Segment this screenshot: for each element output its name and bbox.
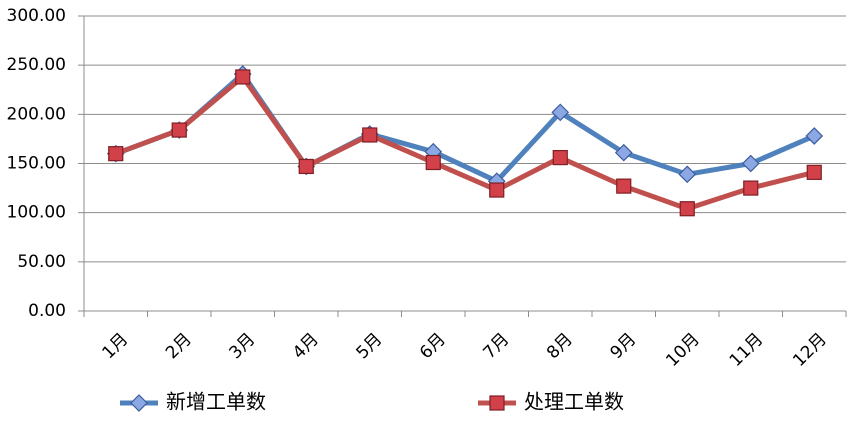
y-axis-tick-labels: 0.00 50.00 100.00 150.00 200.00 250.00 300.00: [7, 6, 66, 321]
y-tick-label: 250.00: [7, 55, 66, 75]
x-tick-label: 9月: [606, 329, 640, 363]
gridlines: [84, 15, 846, 263]
legend-label: 处理工单数: [524, 390, 624, 414]
legend-marker: [130, 394, 148, 412]
series-2-point: [425, 154, 441, 171]
series-2-point: [806, 164, 822, 180]
series-2-point: [108, 146, 124, 162]
y-tick-label: 100.00: [7, 203, 66, 223]
series-1-point: [551, 103, 570, 122]
legend-item: 处理工单数: [478, 390, 624, 414]
y-tick-label: 50.00: [17, 252, 66, 272]
x-tick-label: 11月: [726, 329, 767, 370]
y-tick-label: 0.00: [28, 301, 66, 321]
x-tick-label: 3月: [225, 329, 259, 363]
x-tick-label: 1月: [98, 329, 132, 363]
y-tick-label: 150.00: [7, 154, 66, 174]
x-tick-label: 12月: [789, 329, 830, 370]
series-1-point: [678, 165, 697, 184]
series-2-point: [616, 178, 632, 194]
x-tick-label: 10月: [662, 329, 703, 370]
series-2-point: [298, 158, 314, 175]
series-2-point: [235, 69, 251, 85]
y-tick-label: 300.00: [7, 6, 66, 26]
x-tick-label: 4月: [289, 329, 323, 363]
x-tick-label: 6月: [416, 329, 450, 363]
legend-marker: [489, 395, 505, 411]
x-tick-label: 8月: [543, 329, 577, 363]
series-2-point: [743, 180, 759, 196]
series-2-point: [489, 182, 505, 198]
series-2-point: [552, 150, 568, 166]
series-1-line: [113, 71, 817, 184]
x-axis-tick-labels: 1月 2月 3月 4月 5月 6月 7月 8月 9月 10月 11月 12月: [98, 329, 830, 370]
series-layer: [106, 65, 824, 217]
axes: [78, 15, 847, 317]
series-2-point: [679, 201, 695, 217]
series-2: [108, 69, 822, 217]
series-1-point: [614, 143, 633, 162]
series-2-line: [113, 74, 817, 212]
x-tick-label: 7月: [479, 329, 513, 363]
series-1-point: [805, 127, 824, 145]
legend-label: 新增工单数: [166, 390, 266, 414]
series-2-point: [362, 127, 378, 143]
series-1: [106, 65, 824, 191]
y-tick-label: 200.00: [7, 104, 66, 124]
legend: 新增工单数 处理工单数: [120, 390, 624, 414]
x-tick-label: 5月: [352, 329, 386, 363]
x-tick-label: 2月: [162, 329, 196, 363]
series-2-point: [171, 122, 187, 138]
series-1-point: [741, 154, 760, 173]
legend-item: 新增工单数: [120, 390, 266, 414]
